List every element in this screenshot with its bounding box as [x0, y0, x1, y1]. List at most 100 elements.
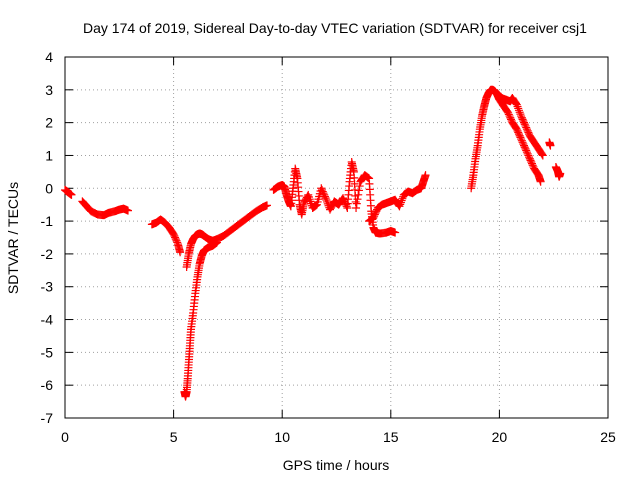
grid-lines	[65, 57, 608, 418]
data-point	[504, 108, 513, 117]
y-tick-label: 4	[45, 49, 53, 65]
data-point	[515, 108, 524, 117]
data-point	[523, 149, 532, 158]
data-point	[514, 104, 523, 113]
data-point	[518, 115, 527, 124]
data-point	[520, 143, 529, 152]
data-point	[398, 194, 407, 203]
data-point	[505, 112, 514, 121]
data-point	[514, 130, 523, 139]
data-point	[506, 115, 515, 124]
data-point	[527, 158, 536, 167]
data-point	[317, 184, 326, 193]
data-point	[352, 199, 361, 208]
x-tick-label: 5	[170, 429, 178, 445]
data-point	[538, 150, 547, 159]
y-tick-label: -7	[41, 410, 54, 426]
y-tick-label: 3	[45, 82, 53, 98]
data-point	[355, 182, 364, 191]
data-point	[524, 128, 533, 137]
plot-frame	[64, 56, 609, 419]
data-point	[523, 126, 532, 135]
x-tick-label: 15	[383, 429, 399, 445]
data-point	[322, 196, 331, 205]
data-point	[513, 126, 522, 135]
data-point	[520, 141, 529, 150]
data-point	[395, 202, 404, 211]
data-point	[320, 190, 329, 199]
y-axis-label: SDTVAR / TECUs	[5, 182, 21, 294]
data-point	[169, 230, 178, 239]
data-point	[546, 141, 555, 150]
data-point	[512, 125, 521, 134]
data-point	[369, 213, 378, 222]
data-point	[323, 197, 332, 206]
data-point	[516, 133, 525, 142]
data-point	[514, 106, 523, 115]
chart-title: Day 174 of 2019, Sidereal Day-to-day VTE…	[83, 20, 587, 36]
data-point	[526, 156, 535, 165]
data-point	[519, 139, 528, 148]
data-point	[391, 228, 400, 237]
y-tick-label: -2	[41, 246, 54, 262]
x-tick-label: 25	[600, 429, 616, 445]
data-point	[522, 123, 531, 132]
data-point	[525, 154, 534, 163]
y-tick-label: -1	[41, 213, 54, 229]
data-point	[171, 235, 180, 244]
y-tick-label: -3	[41, 279, 54, 295]
data-point	[527, 159, 536, 168]
x-tick-label: 10	[274, 429, 290, 445]
data-point	[515, 131, 524, 140]
data-point	[514, 128, 523, 137]
data-points	[61, 85, 565, 401]
data-point	[522, 125, 531, 134]
data-point	[352, 203, 361, 212]
data-point	[517, 112, 526, 121]
data-point	[521, 121, 530, 130]
data-point	[504, 110, 513, 119]
data-point	[354, 186, 363, 195]
data-point	[522, 148, 531, 157]
y-tick-label: -4	[41, 312, 54, 328]
data-point	[371, 208, 380, 217]
data-point	[525, 153, 534, 162]
data-point	[506, 113, 515, 122]
axis-ticks	[64, 56, 609, 419]
data-point	[517, 113, 526, 122]
data-point	[521, 144, 530, 153]
x-axis-label: GPS time / hours	[283, 457, 390, 473]
data-point	[172, 236, 181, 245]
data-point	[556, 169, 565, 178]
data-point	[318, 187, 327, 196]
data-point	[396, 198, 405, 207]
y-tick-label: -6	[41, 377, 54, 393]
data-point	[176, 248, 185, 257]
data-point	[536, 177, 545, 186]
data-point	[522, 146, 531, 155]
data-point	[321, 194, 330, 203]
data-point	[320, 192, 329, 201]
data-point	[513, 102, 522, 111]
data-point	[516, 110, 525, 119]
x-tick-label: 0	[61, 429, 69, 445]
x-tick-label: 20	[492, 429, 508, 445]
data-point	[171, 233, 180, 242]
data-point	[512, 100, 521, 109]
data-point	[341, 200, 350, 209]
y-tick-label: 2	[45, 115, 53, 131]
data-point	[528, 161, 537, 170]
y-tick-label: 0	[45, 180, 53, 196]
data-point	[520, 120, 529, 129]
data-point	[520, 118, 529, 127]
y-tick-label: -5	[41, 344, 54, 360]
axis-tick-labels: 0 5 10 15 20 25 -7 -6 -5 -4 -3 -2 -1 0 1 2 3 4	[41, 49, 616, 445]
data-point	[319, 189, 328, 198]
data-point	[421, 171, 430, 180]
data-point	[318, 185, 327, 194]
data-point	[170, 231, 179, 240]
data-point	[538, 151, 547, 160]
data-point	[519, 116, 528, 125]
y-tick-label: 1	[45, 147, 53, 163]
